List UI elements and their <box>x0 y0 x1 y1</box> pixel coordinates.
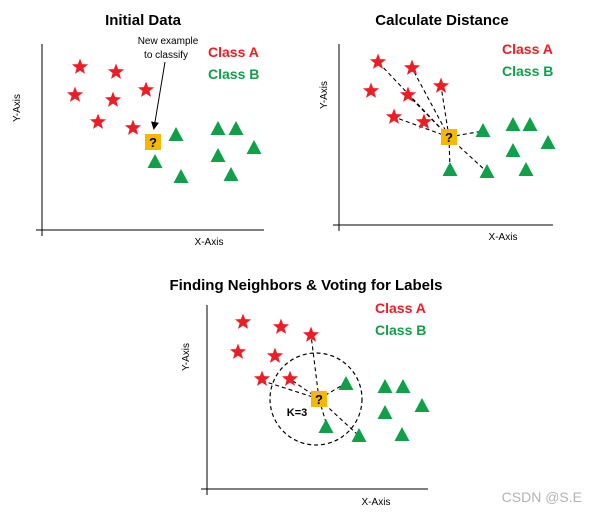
panel1-query-symbol: ? <box>149 135 157 150</box>
triangle-icon <box>168 127 184 141</box>
triangle-icon <box>505 117 521 131</box>
star-icon <box>71 58 89 74</box>
panel2-query-symbol: ? <box>445 130 453 145</box>
panel3-query-point: ? <box>311 391 327 407</box>
panel2-class-b-points <box>442 117 556 178</box>
distance-line <box>448 136 451 171</box>
panel3-x-axis-label: X-Axis <box>362 497 391 508</box>
panel1-query-point: ? <box>145 134 161 150</box>
star-icon <box>403 59 421 75</box>
panel1-title: Initial Data <box>105 12 182 29</box>
panel-finding-neighbors: Finding Neighbors & Voting for Labels Cl… <box>169 277 442 508</box>
distance-line <box>289 378 320 400</box>
question-square-icon <box>145 134 161 150</box>
panel1-y-axis-label: Y-Axis <box>12 94 23 122</box>
triangle-icon <box>505 143 521 157</box>
distance-line <box>318 382 347 400</box>
triangle-icon <box>377 405 393 419</box>
triangle-icon <box>442 162 458 176</box>
star-icon <box>399 86 417 102</box>
triangle-icon <box>540 135 556 149</box>
star-icon <box>253 370 271 386</box>
triangle-icon <box>395 379 411 393</box>
panel3-title: Finding Neighbors & Voting for Labels <box>169 277 442 294</box>
panel1-class-b-points <box>147 121 262 183</box>
distance-line <box>259 379 320 400</box>
panel3-y-axis-label: Y-Axis <box>181 343 192 371</box>
panel1-x-axis-label: X-Axis <box>195 237 224 248</box>
triangle-icon <box>210 148 226 162</box>
panel3-class-a-points <box>229 313 320 386</box>
star-icon <box>272 318 290 334</box>
triangle-icon <box>475 123 491 137</box>
panel3-class-b-points <box>318 376 430 442</box>
star-icon <box>415 113 433 129</box>
triangle-icon <box>210 121 226 135</box>
panel1-legend-class-b: Class B <box>208 66 259 82</box>
triangle-icon <box>318 419 334 433</box>
triangle-icon <box>246 140 262 154</box>
triangle-icon <box>479 164 495 178</box>
star-icon <box>281 370 299 386</box>
triangle-icon <box>414 398 430 412</box>
star-icon <box>369 53 387 69</box>
triangle-icon <box>351 428 367 442</box>
star-icon <box>66 86 84 102</box>
triangle-icon <box>223 167 239 181</box>
triangle-icon <box>173 169 189 183</box>
star-icon <box>266 347 284 363</box>
panel1-annotation-line1: New example <box>138 36 199 47</box>
star-icon <box>229 343 247 359</box>
triangle-icon <box>394 427 410 441</box>
triangle-icon <box>228 121 244 135</box>
triangle-icon <box>147 154 163 168</box>
star-icon <box>104 91 122 107</box>
distance-line <box>310 334 320 400</box>
star-icon <box>234 313 252 329</box>
panel3-legend-class-a: Class A <box>375 300 426 316</box>
star-icon <box>432 77 450 93</box>
star-icon <box>302 326 320 342</box>
distance-line <box>440 85 450 138</box>
panel-initial-data: Initial Data Class A Class B X-Axis Y-Ax… <box>12 12 264 248</box>
star-icon <box>89 113 107 129</box>
panel-calculate-distance: Calculate Distance Class A Class B X-Axi… <box>319 12 556 243</box>
panel2-legend-class-a: Class A <box>502 41 553 57</box>
panel3-legend-class-b: Class B <box>375 322 426 338</box>
star-icon <box>107 63 125 79</box>
star-icon <box>124 119 142 135</box>
star-icon <box>385 108 403 124</box>
triangle-icon <box>522 117 538 131</box>
star-icon <box>137 81 155 97</box>
triangle-icon <box>518 162 534 176</box>
panel2-class-a-points <box>362 53 450 129</box>
question-square-icon <box>441 129 457 145</box>
triangle-icon <box>338 376 354 390</box>
triangle-icon <box>377 379 393 393</box>
panel3-k-label: K=3 <box>287 407 308 419</box>
distance-line <box>411 67 450 138</box>
watermark: CSDN @S.E <box>502 489 582 505</box>
panel1-legend-class-a: Class A <box>208 44 259 60</box>
star-icon <box>362 82 380 98</box>
panel2-x-axis-label: X-Axis <box>489 232 518 243</box>
panel2-query-point: ? <box>441 129 457 145</box>
panel2-title: Calculate Distance <box>375 12 508 29</box>
panel2-y-axis-label: Y-Axis <box>319 81 330 109</box>
panel2-legend-class-b: Class B <box>502 63 553 79</box>
question-square-icon <box>311 391 327 407</box>
distance-line <box>448 130 484 138</box>
panel1-class-a-points <box>66 58 155 135</box>
panel3-k-neighborhood-circle <box>269 352 363 446</box>
panel3-query-symbol: ? <box>315 392 323 407</box>
panel1-annotation-line2: to classify <box>144 50 188 61</box>
panel1-annotation-arrow <box>151 61 166 130</box>
